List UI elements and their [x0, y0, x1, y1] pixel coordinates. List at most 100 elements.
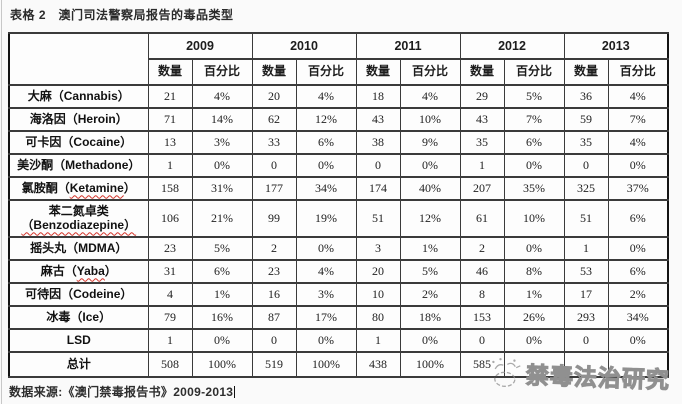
quantity-cell-2010: 99	[251, 199, 297, 238]
drug-name-cell: 可待因（Codeine）	[8, 282, 149, 307]
quantity-cell-2013: 0	[563, 153, 609, 178]
table-row: 大麻（Cannabis） 21 4% 20 4% 18 4% 29 5% 36 4%	[8, 84, 669, 109]
quantity-cell-2013: 51	[563, 199, 609, 238]
percentage-cell-2009: 1%	[191, 282, 253, 307]
quantity-cell-2010: 87	[251, 305, 297, 330]
percentage-cell-2009: 6%	[191, 259, 253, 284]
quantity-header-2013: 数量	[563, 58, 609, 86]
drug-types-table: 2009 2010 2011 2012 2013 数量 百分比 数量 百分比 数量 百分比 数量 百分…	[8, 32, 669, 378]
percentage-header-2010: 百分比	[295, 58, 357, 86]
quantity-cell-2013: 293	[563, 305, 609, 330]
quantity-header-2011: 数量	[355, 58, 401, 86]
percentage-cell-2009: 31%	[191, 176, 253, 201]
percentage-cell-2009: 14%	[191, 107, 253, 132]
quantity-cell-2011: 1	[355, 328, 401, 353]
quantity-cell-2010: 23	[251, 259, 297, 284]
quantity-cell-2010: 519	[251, 351, 297, 378]
year-header-2011: 2011	[355, 32, 461, 60]
percentage-cell-2011: 5%	[399, 259, 461, 284]
drug-name-cell: 大麻（Cannabis）	[8, 84, 149, 109]
percentage-cell-2012	[503, 351, 565, 378]
quantity-cell-2011: 43	[355, 107, 401, 132]
percentage-header-2012: 百分比	[503, 58, 565, 86]
quantity-cell-2013: 325	[563, 176, 609, 201]
quantity-cell-2011: 3	[355, 236, 401, 261]
misspelling-underline: Ketamine	[69, 180, 124, 195]
percentage-header-2013: 百分比	[607, 58, 669, 86]
drug-name-cell: 氯胺酮（Ketamine）	[8, 176, 149, 201]
percentage-cell-2012: 8%	[503, 259, 565, 284]
quantity-cell-2012: 46	[459, 259, 505, 284]
drug-name-cell: 苯二氮卓类 （Benzodiazepine）	[8, 199, 149, 238]
year-header-2012: 2012	[459, 32, 565, 60]
percentage-cell-2012: 0%	[503, 328, 565, 353]
quantity-cell-2009: 158	[147, 176, 193, 201]
quantity-cell-2013: 36	[563, 84, 609, 109]
quantity-cell-2012: 43	[459, 107, 505, 132]
quantity-cell-2010: 16	[251, 282, 297, 307]
quantity-cell-2011: 438	[355, 351, 401, 378]
drug-name-cell: 麻古（Yaba）	[8, 259, 149, 284]
drug-name-cell: 摇头丸（MDMA）	[8, 236, 149, 261]
year-header-row: 2009 2010 2011 2012 2013	[8, 32, 669, 86]
percentage-cell-2012: 5%	[503, 84, 565, 109]
quantity-cell-2009: 71	[147, 107, 193, 132]
percentage-cell-2013: 6%	[607, 259, 669, 284]
percentage-cell-2010: 19%	[295, 199, 357, 238]
table-row: 可卡因（Cocaine） 13 3% 33 6% 38 9% 35 6% 35 4%	[8, 130, 669, 155]
percentage-cell-2009: 0%	[191, 328, 253, 353]
table-body: 大麻（Cannabis） 21 4% 20 4% 18 4% 29 5% 36 4% 海洛因（Hero…	[8, 84, 669, 378]
quantity-cell-2009: 508	[147, 351, 193, 378]
quantity-cell-2010: 33	[251, 130, 297, 155]
table-row: 冰毒（Ice） 79 16% 87 17% 80 18% 153 26% 293 34%	[8, 305, 669, 330]
percentage-cell-2012: 6%	[503, 130, 565, 155]
source-note: 数据来源:《澳门禁毒报告书》2009-2013	[9, 383, 236, 400]
quantity-cell-2011: 10	[355, 282, 401, 307]
quantity-cell-2009: 1	[147, 328, 193, 353]
table-caption: 表格 2 澳门司法警察局报告的毒品类型	[10, 8, 234, 22]
percentage-cell-2011: 10%	[399, 107, 461, 132]
quantity-cell-2013: 59	[563, 107, 609, 132]
quantity-cell-2011: 174	[355, 176, 401, 201]
quantity-cell-2011: 51	[355, 199, 401, 238]
quantity-cell-2012: 1	[459, 153, 505, 178]
percentage-cell-2009: 3%	[191, 130, 253, 155]
drug-name-cell: 海洛因（Heroin）	[8, 107, 149, 132]
percentage-cell-2011: 0%	[399, 153, 461, 178]
drug-name-column-header	[8, 32, 149, 86]
percentage-cell-2011: 100%	[399, 351, 461, 378]
source-note-text: 数据来源:《澳门禁毒报告书》2009-2013	[9, 385, 234, 399]
table-row: 可待因（Codeine） 4 1% 16 3% 10 2% 8 1% 17 2%	[8, 282, 669, 307]
table-header: 2009 2010 2011 2012 2013 数量 百分比 数量 百分比 数量 百分比 数量 百分…	[8, 32, 669, 86]
percentage-cell-2011: 0%	[399, 328, 461, 353]
percentage-cell-2012: 10%	[503, 199, 565, 238]
quantity-cell-2012: 8	[459, 282, 505, 307]
percentage-cell-2013: 4%	[607, 130, 669, 155]
percentage-cell-2013: 0%	[607, 328, 669, 353]
percentage-cell-2010: 100%	[295, 351, 357, 378]
quantity-cell-2011: 38	[355, 130, 401, 155]
quantity-cell-2012: 35	[459, 130, 505, 155]
quantity-cell-2009: 1	[147, 153, 193, 178]
quantity-cell-2009: 23	[147, 236, 193, 261]
percentage-cell-2013: 0%	[607, 153, 669, 178]
quantity-cell-2009: 106	[147, 199, 193, 238]
year-header-2009: 2009	[147, 32, 253, 60]
quantity-cell-2010: 0	[251, 328, 297, 353]
percentage-cell-2010: 12%	[295, 107, 357, 132]
percentage-cell-2013: 34%	[607, 305, 669, 330]
misspelling-underline: Yaba	[76, 263, 105, 278]
table-row: 海洛因（Heroin） 71 14% 62 12% 43 10% 43 7% 59 7%	[8, 107, 669, 132]
quantity-cell-2009: 13	[147, 130, 193, 155]
quantity-cell-2012: 585	[459, 351, 505, 378]
quantity-header-2009: 数量	[147, 58, 193, 86]
drug-name-cell: 总计	[8, 351, 149, 378]
percentage-cell-2013	[607, 351, 669, 378]
quantity-cell-2010: 0	[251, 153, 297, 178]
percentage-cell-2011: 1%	[399, 236, 461, 261]
quantity-cell-2011: 20	[355, 259, 401, 284]
quantity-cell-2012: 207	[459, 176, 505, 201]
quantity-cell-2013: 0	[563, 328, 609, 353]
quantity-cell-2013	[563, 351, 609, 378]
quantity-cell-2011: 18	[355, 84, 401, 109]
